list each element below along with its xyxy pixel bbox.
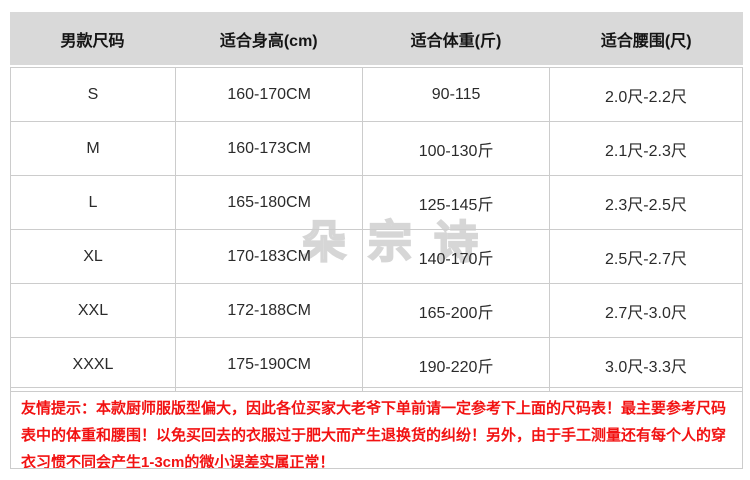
table-row: XXXL 175-190CM 190-220斤 3.0尺-3.3尺 <box>10 337 744 392</box>
table-row: S 160-170CM 90-115 2.0尺-2.2尺 <box>10 67 744 122</box>
height-cell: 160-170CM <box>174 67 364 122</box>
header-height-column: 适合身高(cm) <box>219 32 318 50</box>
table-row: XL 170-183CM 140-170斤 2.5尺-2.7尺 <box>10 229 744 284</box>
height-cell: 165-180CM <box>174 175 364 230</box>
table-row: M 160-173CM 100-130斤 2.1尺-2.3尺 <box>10 121 744 176</box>
waist-cell: 2.3尺-2.5尺 <box>548 175 744 230</box>
height-cell: 172-188CM <box>174 283 364 338</box>
weight-cell: 90-115 <box>362 67 550 122</box>
size-chart-table: 男款尺码 适合身高(cm) 适合体重(斤) 适合腰围(尺) S 160-170C… <box>10 12 744 392</box>
header-waist-column: 适合腰围(尺) <box>600 32 692 50</box>
weight-cell: 190-220斤 <box>362 337 550 392</box>
weight-cell: 165-200斤 <box>362 283 550 338</box>
size-cell: XL <box>10 229 176 284</box>
height-cell: 170-183CM <box>174 229 364 284</box>
weight-cell: 125-145斤 <box>362 175 550 230</box>
header-weight-column: 适合体重(斤) <box>410 32 502 50</box>
size-chart-header-row: 男款尺码 适合身高(cm) 适合体重(斤) 适合腰围(尺) <box>10 12 743 65</box>
size-cell: S <box>10 67 176 122</box>
size-cell: XXXL <box>10 337 176 392</box>
size-cell: L <box>10 175 176 230</box>
height-cell: 160-173CM <box>174 121 364 176</box>
table-row: L 165-180CM 125-145斤 2.3尺-2.5尺 <box>10 175 744 230</box>
waist-cell: 2.1尺-2.3尺 <box>548 121 744 176</box>
waist-cell: 2.7尺-3.0尺 <box>548 283 744 338</box>
friendly-notice-box: 友情提示：本款厨师服版型偏大，因此各位买家大老爷下单前请一定参考下上面的尺码表！… <box>10 387 743 469</box>
table-row: XXL 172-188CM 165-200斤 2.7尺-3.0尺 <box>10 283 744 338</box>
height-cell: 175-190CM <box>174 337 364 392</box>
weight-cell: 140-170斤 <box>362 229 550 284</box>
size-cell: M <box>10 121 176 176</box>
header-size-column: 男款尺码 <box>60 32 125 50</box>
weight-cell: 100-130斤 <box>362 121 550 176</box>
waist-cell: 3.0尺-3.3尺 <box>548 337 744 392</box>
waist-cell: 2.5尺-2.7尺 <box>548 229 744 284</box>
friendly-notice-text: 友情提示：本款厨师服版型偏大，因此各位买家大老爷下单前请一定参考下上面的尺码表！… <box>21 400 727 469</box>
size-cell: XXL <box>10 283 176 338</box>
waist-cell: 2.0尺-2.2尺 <box>548 67 744 122</box>
size-chart-body: S 160-170CM 90-115 2.0尺-2.2尺 M 160-173CM… <box>10 67 744 392</box>
